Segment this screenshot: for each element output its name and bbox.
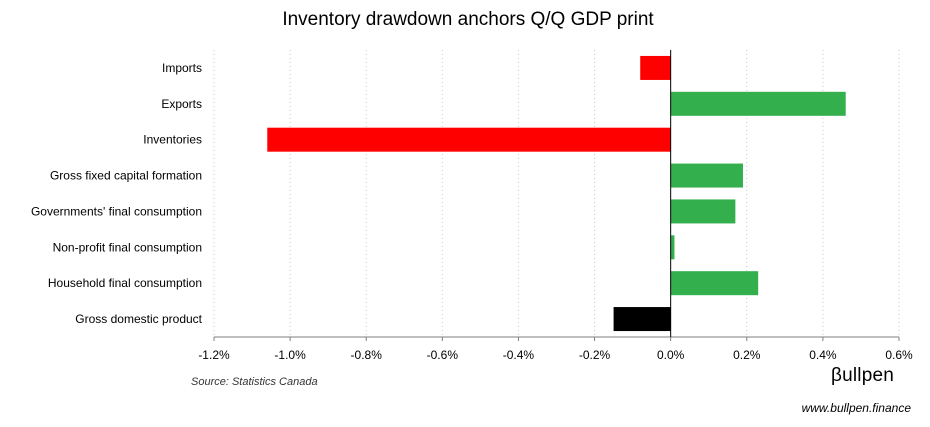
category-label: Household final consumption [48, 276, 202, 290]
bars [267, 55, 846, 332]
bar-governments-final-consumption [670, 199, 736, 224]
source-note: Source: Statistics Canada [191, 376, 318, 388]
x-tick-label: 0.4% [809, 348, 837, 362]
bar-gross-domestic-product [613, 307, 671, 332]
x-tick-label: -1.0% [274, 348, 306, 362]
x-tick-label: -1.2% [198, 348, 230, 362]
chart-title: Inventory drawdown anchors Q/Q GDP print [282, 9, 654, 30]
category-label: Gross fixed capital formation [50, 169, 202, 183]
category-label: Non-profit final consumption [53, 240, 202, 254]
category-label: Inventories [143, 133, 202, 147]
x-axis: -1.2% -1.0% -0.8% -0.6% -0.4% -0.2% 0.0% 0.2% 0.… [198, 50, 913, 362]
brand-url: www.bullpen.finance [801, 401, 911, 415]
bar-non-profit-final-consumption [670, 235, 675, 260]
category-label: Exports [161, 97, 202, 111]
x-tick-label: -0.2% [579, 348, 611, 362]
bar-household-final-consumption [670, 271, 759, 296]
category-label: Governments' final consumption [31, 204, 202, 218]
bar-imports [640, 55, 671, 80]
brand-logo: βullpen [830, 365, 894, 386]
x-tick-label: 0.2% [733, 348, 761, 362]
bar-exports [670, 91, 846, 116]
x-tick-label: -0.4% [503, 348, 535, 362]
category-labels: Imports Exports Inventories Gross fixed cap… [31, 61, 203, 326]
category-label: Imports [162, 61, 202, 75]
x-tick-label: -0.8% [351, 348, 383, 362]
category-label: Gross domestic product [75, 312, 202, 326]
x-tick-label: -0.6% [427, 348, 459, 362]
bar-inventories [267, 127, 671, 152]
bar-gross-fixed-capital-formation [670, 163, 743, 188]
x-tick-label: 0.0% [657, 348, 685, 362]
x-tick-label: 0.6% [885, 348, 913, 362]
